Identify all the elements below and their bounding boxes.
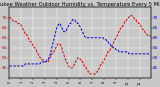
Title: Milwaukee Weather Outdoor Humidity vs. Temperature Every 5 Minutes: Milwaukee Weather Outdoor Humidity vs. T… [0, 2, 160, 7]
